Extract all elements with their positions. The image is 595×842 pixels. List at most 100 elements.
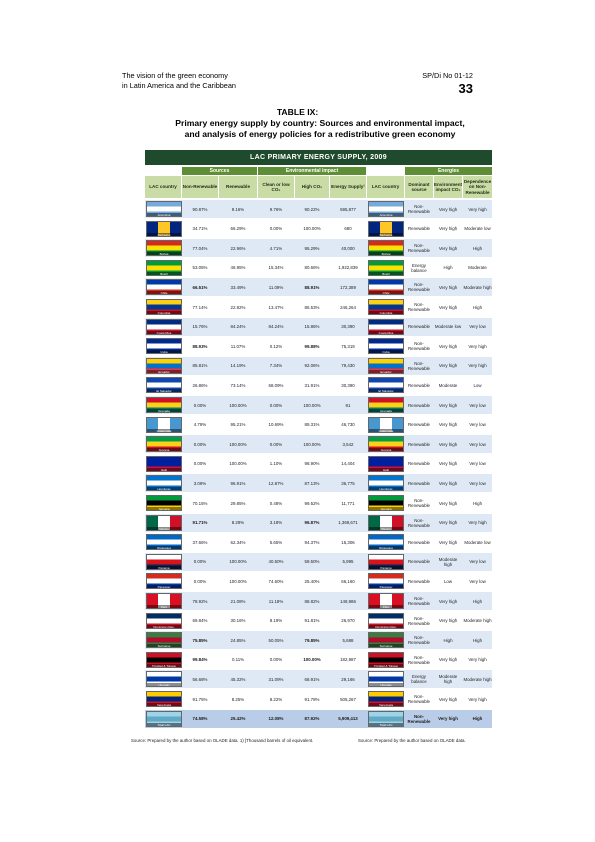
flag-left: Peru [146, 593, 182, 609]
flag-caption: Haiti [369, 467, 403, 471]
cell-dominant: Non-Renewable [408, 615, 430, 626]
cell-highco2: 96.87% [304, 520, 320, 526]
flag-left: Uruguay [146, 671, 182, 688]
flag-left: Brazil [146, 259, 182, 276]
flag-caption: Guatemala [369, 428, 403, 432]
cell-highco2: 91.81% [304, 618, 320, 624]
cell-dependence: Very high [468, 696, 487, 702]
cell-clean: 4.71% [269, 245, 283, 251]
flag-right: Panama [368, 553, 404, 570]
flag-left: Guatemala [146, 416, 182, 433]
flag-left: Ecuador [146, 357, 182, 374]
cell-envimpact: Very high [438, 343, 458, 349]
cell-supply: 680 [344, 226, 352, 232]
flag-left: Dominican Rep. [146, 612, 182, 629]
table-row: Haiti Haiti 0.00% 100.00% 1.10% 98.90% 14,404 R… [145, 454, 492, 473]
flag-right: Chile [368, 279, 404, 296]
flag-caption: Trinidad & Tobago [147, 663, 181, 667]
flag-right: Honduras [368, 475, 404, 492]
flag-left: Suriname [146, 632, 182, 649]
flag-right: Bolivia [368, 240, 404, 257]
table-row: Trinidad & Tobago Trinidad & Tobago 99.84%… [145, 650, 492, 669]
cell-dominant: Renewable [408, 480, 430, 486]
flag-left: Honduras [146, 475, 182, 492]
flag-right: Mexico [368, 514, 404, 531]
flag-caption: Peru [369, 605, 403, 608]
cell-nonrenewable: 26.86% [192, 382, 208, 388]
cell-highco2: 68.91% [304, 676, 320, 682]
cell-dependence: Moderate [468, 265, 487, 271]
flag-caption: Costa Rica [369, 330, 403, 334]
flag-caption: Colombia [369, 311, 403, 314]
cell-supply: 29,166 [341, 676, 355, 682]
table-row: Grenada Grenada 0.00% 100.00% 0.00% 100.00% 91… [145, 396, 492, 414]
cell-highco2: 88.91% [304, 284, 320, 290]
flag-right: Guatemala [368, 416, 404, 433]
flag-caption: Uruguay [147, 683, 181, 687]
cell-renewable: 8.25% [231, 696, 245, 702]
cell-renewable: 30.16% [230, 618, 246, 624]
cell-dominant: Renewable [408, 324, 430, 330]
cell-clean: 11.09% [268, 284, 284, 290]
table-row: Peru Peru 78.92% 21.08% 11.18% 88.82% 149,986 N… [145, 592, 492, 610]
cell-supply: 149,986 [340, 598, 356, 604]
cell-highco2: 80.66% [304, 265, 320, 271]
flag-caption: Honduras [369, 487, 403, 491]
cell-nonrenewable: 91.71% [192, 520, 208, 526]
cell-dominant: Renewable [408, 559, 430, 565]
cell-envimpact: High [443, 637, 453, 643]
table-row: Guyana Guyana 0.00% 100.00% 0.00% 100.00% 3,54… [145, 435, 492, 454]
cell-highco2: 99.88% [304, 343, 320, 349]
cell-highco2: 87.13% [304, 480, 320, 486]
flag-right: Peru [368, 593, 404, 609]
col-header-dependence: Dependence on Non-Renewable [463, 176, 492, 198]
cell-envimpact: Moderate [438, 382, 458, 388]
cell-clean: 0.00% [269, 441, 283, 447]
flag-caption: Paraguay [147, 585, 181, 589]
cell-envimpact: Very high [438, 618, 458, 624]
cell-supply: 1,369,671 [338, 520, 358, 526]
cell-supply: 1,922,839 [338, 265, 358, 271]
cell-clean: 13.47% [268, 304, 284, 310]
flag-right: Total LAC [368, 710, 404, 727]
cell-renewable: 100.00% [229, 402, 247, 408]
cell-clean: 0.00% [269, 226, 283, 232]
cell-highco2: 100.00% [303, 402, 321, 408]
cell-supply: 15,306 [341, 539, 355, 545]
cell-nonrenewable: 0.00% [193, 559, 207, 565]
flag-left: Colombia [146, 299, 182, 315]
cell-dominant: Renewable [408, 402, 430, 408]
cell-renewable: 66.29% [230, 226, 246, 232]
cell-clean: 8.19% [269, 618, 283, 624]
cell-nonrenewable: 88.93% [192, 343, 208, 349]
table-row: Uruguay Uruguay 56.68% 45.32% 31.09% 68.91% 29… [145, 670, 492, 689]
cell-nonrenewable: 0.00% [193, 402, 207, 408]
flag-left: Haiti [146, 455, 182, 472]
cell-clean: 8.22% [269, 696, 283, 702]
cell-clean: 84.24% [268, 324, 284, 330]
cell-renewable: 8.29% [231, 520, 245, 526]
table-row: El Salvador El Salvador 26.86% 73.14% 68.09%… [145, 376, 492, 395]
cell-clean: 0.12% [269, 343, 283, 349]
cell-envimpact: High [443, 265, 453, 271]
table-caption: Primary energy supply by country: Source… [150, 118, 490, 139]
cell-envimpact: Very high [438, 480, 458, 486]
cell-supply: 46,730 [341, 422, 355, 428]
table-row: Paraguay Paraguay 0.00% 100.00% 74.60% 25.40%… [145, 572, 492, 591]
table-label: TABLE IX: [276, 107, 319, 117]
cell-nonrenewable: 15.76% [192, 324, 208, 330]
cell-renewable: 62.34% [230, 539, 246, 545]
cell-renewable: 100.00% [229, 559, 247, 565]
cell-nonrenewable: 74.58% [192, 716, 208, 722]
cell-envimpact: Very high [438, 226, 458, 232]
cell-supply: 66,160 [341, 578, 355, 584]
cell-renewable: 45.32% [230, 676, 246, 682]
cell-clean: 9.76% [269, 206, 283, 212]
cell-dependence: Moderate low [464, 539, 491, 545]
flag-caption: Panama [147, 565, 181, 569]
cell-dominant: Energy balance [411, 674, 427, 685]
flag-caption: Ecuador [369, 369, 403, 373]
flag-caption: Peru [147, 605, 181, 608]
flag-caption: Mexico [369, 526, 403, 530]
flag-right: El Salvador [368, 377, 404, 394]
